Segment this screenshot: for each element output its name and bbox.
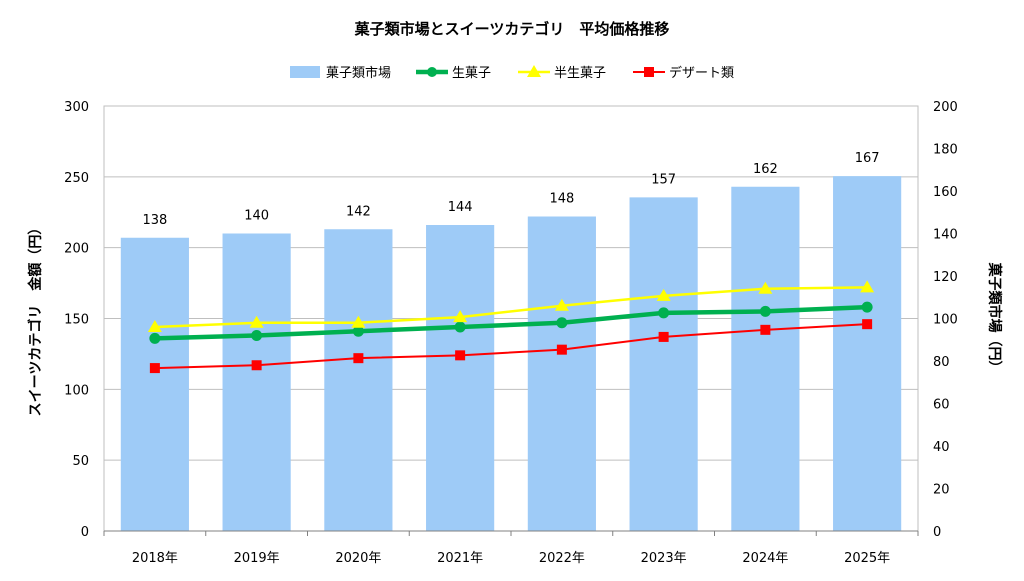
series-line — [154, 286, 868, 329]
legend-marker — [427, 67, 437, 77]
axes — [103, 105, 919, 536]
data-point — [759, 305, 771, 317]
bar-data-label: 144 — [448, 200, 473, 215]
right-tick-label: 0 — [933, 525, 941, 540]
x-tick-label: 2021年 — [437, 551, 483, 566]
bar-data-label: 157 — [651, 172, 676, 187]
legend-label: 半生菓子 — [554, 66, 606, 81]
legend-marker — [527, 65, 541, 77]
chart-title: 菓子類市場とスイーツカテゴリ 平均価格推移 — [354, 20, 670, 38]
right-axis-title: 菓子類市場（円） — [986, 262, 1003, 375]
data-point — [251, 360, 262, 371]
bar — [120, 237, 189, 531]
data-point — [453, 310, 468, 323]
bar — [527, 216, 596, 531]
data-point — [862, 319, 873, 330]
legend-marker — [644, 67, 654, 77]
right-tick-label: 120 — [933, 270, 958, 285]
legend-item: 半生菓子 — [518, 65, 606, 81]
data-point — [556, 317, 568, 329]
bar-data-label: 138 — [142, 213, 167, 228]
bar-data-label: 140 — [244, 209, 269, 224]
legend-item: 菓子類市場 — [290, 65, 391, 81]
bar-data-label: 167 — [855, 151, 880, 166]
data-point — [352, 325, 364, 337]
legend-label: デザート類 — [669, 65, 734, 81]
right-axis-ticks: 0 20 40 60 80 100 120 140 160 180 200 — [933, 100, 958, 540]
right-tick-label: 20 — [933, 483, 950, 498]
legend-label: 生菓子 — [452, 66, 491, 81]
data-point — [758, 281, 773, 294]
bar-data-label: 142 — [346, 204, 371, 219]
x-tick-label: 2025年 — [844, 551, 890, 566]
right-tick-label: 100 — [933, 313, 958, 328]
right-tick-label: 80 — [933, 355, 950, 370]
legend-label: 菓子類市場 — [326, 65, 391, 81]
left-axis-title: スイーツカテゴリ 金額（円） — [27, 221, 44, 417]
data-point — [249, 315, 264, 328]
left-tick-label: 50 — [72, 454, 89, 469]
x-tick-label: 2022年 — [539, 551, 585, 566]
right-tick-label: 60 — [933, 398, 950, 413]
left-axis-ticks: 0 50 100 150 200 250 300 — [64, 100, 89, 540]
bar-data-label: 162 — [753, 162, 778, 177]
series-line — [154, 323, 868, 370]
data-point — [861, 301, 873, 313]
bar — [629, 197, 698, 531]
left-tick-label: 200 — [64, 242, 89, 257]
x-tick-label: 2019年 — [234, 551, 280, 566]
x-tick-label: 2018年 — [132, 551, 178, 566]
data-point — [658, 331, 669, 342]
bar-series — [120, 176, 902, 531]
data-point — [147, 320, 162, 332]
bar — [426, 225, 495, 531]
legend-item: 生菓子 — [416, 66, 491, 81]
data-point — [251, 330, 263, 341]
bar — [222, 233, 291, 531]
x-tick-label: 2024年 — [742, 551, 788, 566]
right-tick-label: 180 — [933, 143, 958, 158]
right-tick-label: 40 — [933, 440, 950, 455]
left-tick-label: 150 — [64, 313, 89, 328]
right-tick-label: 140 — [933, 228, 958, 243]
right-tick-label: 200 — [933, 100, 958, 115]
bar-data-labels: 138 140 142 144 148 157 162 167 — [142, 151, 879, 228]
right-tick-label: 160 — [933, 185, 958, 200]
data-point — [556, 344, 567, 355]
legend-swatch — [290, 66, 320, 78]
x-tick-label: 2023年 — [641, 551, 687, 566]
data-point — [353, 353, 364, 364]
left-tick-label: 100 — [64, 383, 89, 398]
data-point — [658, 307, 670, 319]
data-point — [454, 321, 466, 333]
data-point — [760, 324, 771, 335]
x-tick-label: 2020年 — [335, 551, 381, 566]
bar — [731, 186, 800, 531]
left-tick-label: 300 — [64, 100, 89, 115]
line-series — [147, 280, 875, 374]
data-point — [351, 315, 366, 328]
data-point — [149, 332, 161, 344]
bar-data-label: 148 — [549, 192, 574, 207]
bar — [324, 229, 393, 531]
legend: 菓子類市場 生菓子 半生菓子 デザート類 — [290, 65, 734, 81]
data-point — [149, 363, 160, 374]
data-point — [860, 280, 875, 293]
left-tick-label: 250 — [64, 171, 89, 186]
x-axis-ticks: 2018年 2019年 2020年 2021年 2022年 2023年 2024年 2025年 — [132, 551, 890, 566]
data-point — [455, 350, 466, 361]
left-tick-label: 0 — [81, 525, 89, 540]
bar — [833, 176, 902, 531]
legend-item: デザート類 — [633, 65, 734, 81]
series-line — [154, 304, 868, 341]
data-point — [554, 298, 569, 311]
data-point — [656, 288, 671, 301]
